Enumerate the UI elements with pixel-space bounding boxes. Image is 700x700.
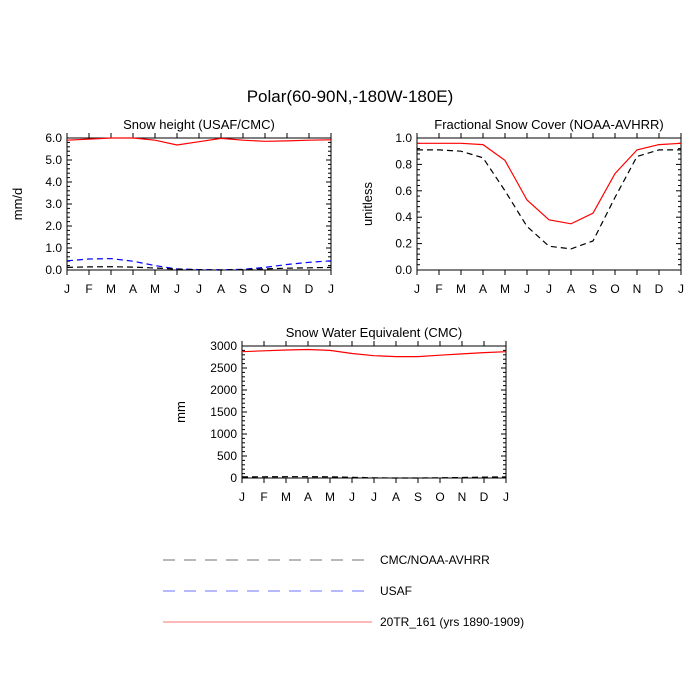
- legend-label: CMC/NOAA-AVHRR: [380, 553, 490, 567]
- x-tick-label: D: [480, 490, 489, 504]
- y-tick-label: 1.0: [395, 131, 412, 145]
- x-tick-label: J: [196, 282, 202, 296]
- y-axis-label: mm/d: [10, 188, 25, 221]
- chart-panel-3: Snow Water Equivalent (CMC) mm 0 500 1000 150…: [173, 325, 509, 504]
- x-tick-label: A: [392, 490, 400, 504]
- series-line: [66, 137, 332, 146]
- y-tick-label: 1500: [210, 405, 237, 419]
- x-tick-label: O: [610, 282, 619, 296]
- x-tick-label: S: [414, 490, 422, 504]
- legend: CMC/NOAA-AVHRR USAF 20TR_161 (yrs 1890-190…: [163, 553, 524, 629]
- x-tick-label: M: [150, 282, 160, 296]
- x-tick-label: A: [217, 282, 225, 296]
- figure-title: Polar(60-90N,-180W-180E): [247, 87, 454, 106]
- x-tick-label: F: [260, 490, 267, 504]
- y-axis-label: unitless: [360, 181, 375, 226]
- chart-panel-2: Fractional Snow Cover (NOAA-AVHRR) unitle…: [360, 117, 684, 296]
- y-tick-label: 2000: [210, 383, 237, 397]
- y-tick-label: 0: [230, 471, 237, 485]
- y-tick-label: 0.8: [395, 157, 412, 171]
- y-tick-label: 1.0: [45, 241, 62, 255]
- y-tick-label: 6.0: [45, 131, 62, 145]
- x-tick-label: S: [589, 282, 597, 296]
- chart-panels: Snow height (USAF/CMC) mm/d 0.0 1.0 2.0 3.0 4.…: [10, 117, 684, 504]
- x-tick-label: J: [349, 490, 355, 504]
- x-tick-label: A: [129, 282, 137, 296]
- x-tick-label: N: [633, 282, 642, 296]
- chart-title: Fractional Snow Cover (NOAA-AVHRR): [434, 117, 663, 132]
- x-tick-label: S: [239, 282, 247, 296]
- legend-label: USAF: [380, 584, 412, 598]
- x-tick-label: F: [85, 282, 92, 296]
- x-tick-label: J: [239, 490, 245, 504]
- y-tick-label: 0.6: [395, 184, 412, 198]
- x-tick-label: J: [64, 282, 70, 296]
- x-tick-label: J: [546, 282, 552, 296]
- chart-panel-1: Snow height (USAF/CMC) mm/d 0.0 1.0 2.0 3.0 4.…: [10, 117, 334, 296]
- y-tick-label: 3000: [210, 339, 237, 353]
- x-tick-label: J: [524, 282, 530, 296]
- y-tick-label: 0.0: [45, 263, 62, 277]
- y-tick-label: 0.4: [395, 210, 412, 224]
- x-tick-label: O: [260, 282, 269, 296]
- chart-title: Snow height (USAF/CMC): [123, 117, 275, 132]
- legend-item: CMC/NOAA-AVHRR: [163, 553, 490, 567]
- x-tick-label: O: [435, 490, 444, 504]
- plot-frame: [241, 345, 507, 479]
- x-tick-label: J: [678, 282, 684, 296]
- x-tick-label: A: [567, 282, 575, 296]
- legend-label: 20TR_161 (yrs 1890-1909): [380, 615, 524, 629]
- x-tick-label: M: [281, 490, 291, 504]
- x-tick-label: N: [283, 282, 292, 296]
- y-tick-label: 2.0: [45, 219, 62, 233]
- plot-frame: [66, 137, 332, 271]
- y-tick-label: 3.0: [45, 197, 62, 211]
- y-axis-label: mm: [173, 401, 188, 423]
- legend-item: USAF: [163, 584, 412, 598]
- y-tick-label: 500: [217, 449, 237, 463]
- x-tick-label: J: [174, 282, 180, 296]
- x-tick-label: M: [106, 282, 116, 296]
- series-line: [241, 348, 507, 358]
- y-tick-label: 0.0: [395, 263, 412, 277]
- x-tick-label: J: [503, 490, 509, 504]
- y-tick-label: 2500: [210, 361, 237, 375]
- x-tick-label: D: [305, 282, 314, 296]
- x-tick-label: A: [479, 282, 487, 296]
- y-tick-label: 1000: [210, 427, 237, 441]
- series-line: [417, 142, 682, 225]
- series-line: [66, 266, 332, 271]
- x-tick-label: M: [456, 282, 466, 296]
- y-tick-label: 4.0: [45, 175, 62, 189]
- series-line: [417, 149, 681, 250]
- x-tick-label: M: [500, 282, 510, 296]
- x-tick-label: J: [328, 282, 334, 296]
- legend-item: 20TR_161 (yrs 1890-1909): [163, 615, 524, 629]
- x-tick-label: D: [655, 282, 664, 296]
- x-tick-label: J: [414, 282, 420, 296]
- x-tick-label: M: [325, 490, 335, 504]
- plot-frame: [416, 137, 682, 271]
- chart-title: Snow Water Equivalent (CMC): [286, 325, 463, 340]
- y-tick-label: 5.0: [45, 153, 62, 167]
- x-tick-label: N: [458, 490, 467, 504]
- y-tick-label: 0.2: [395, 237, 412, 251]
- x-tick-label: J: [371, 490, 377, 504]
- series-line: [241, 476, 507, 479]
- x-tick-label: F: [435, 282, 442, 296]
- x-tick-label: A: [304, 490, 312, 504]
